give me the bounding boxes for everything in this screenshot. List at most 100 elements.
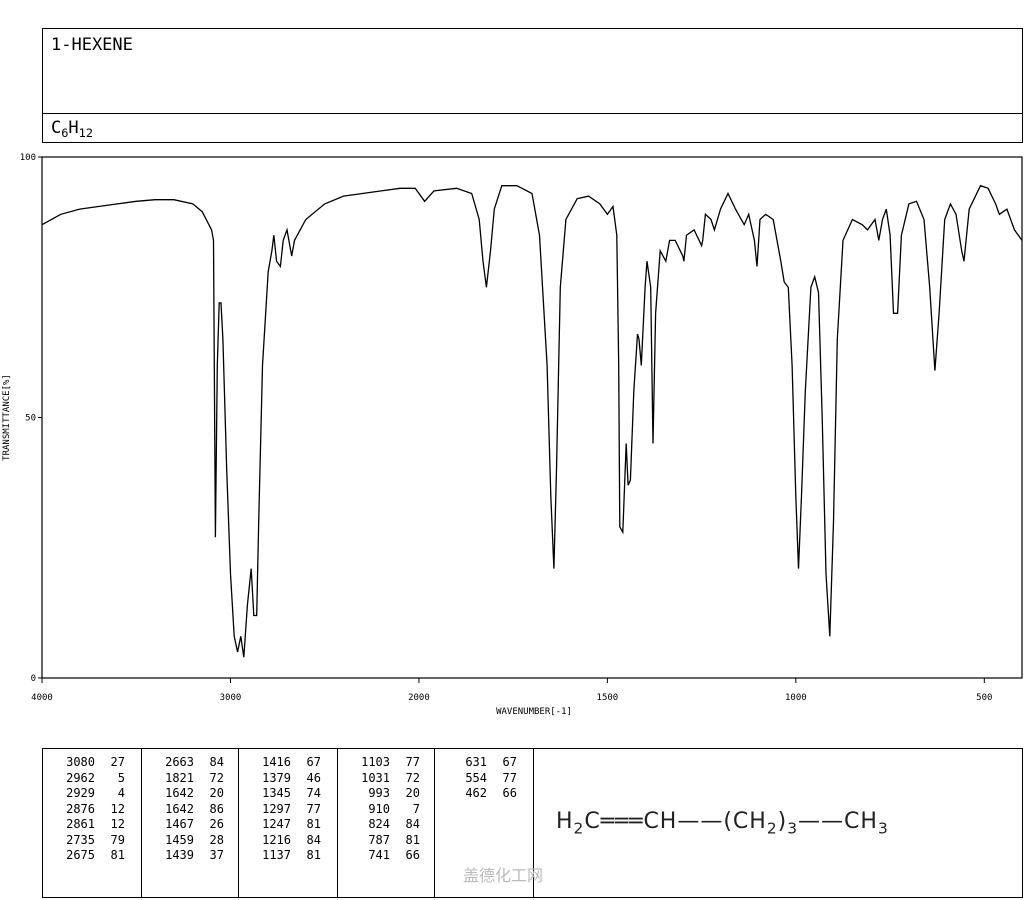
peak-wavenumber: 910 (368, 801, 390, 816)
x-tick-label: 2000 (408, 693, 430, 703)
peak-transmittance: 37 (209, 848, 224, 862)
structure-formula: H2C═══CH——(CH2)3——CH3 (556, 809, 889, 837)
structure-box: H2C═══CH——(CH2)3——CH3 (533, 748, 1023, 898)
peak-wavenumber: 1416 (262, 755, 291, 769)
peak-transmittance: 66 (405, 848, 420, 862)
formula-box: C6H12 (42, 113, 1023, 143)
peak-wavenumber: 2929 (66, 786, 95, 800)
peak-row: 1642 86 (142, 802, 238, 818)
peak-row: 787 81 (338, 833, 434, 849)
peak-transmittance: 77 (502, 770, 517, 785)
peak-wavenumber: 1297 (262, 801, 291, 816)
formula-text: C (51, 118, 62, 138)
spectrum-line (41, 184, 1023, 658)
peak-transmittance: 81 (306, 817, 321, 831)
plot-frame (41, 156, 1023, 679)
chart: 0 50 100 4000 3000 2000 1500 1000 500 WAVENUMBER[… (2, 153, 1023, 717)
peak-row: 910 7 (338, 802, 434, 818)
peak-transmittance: 84 (405, 817, 420, 831)
peak-wavenumber: 824 (368, 817, 390, 831)
peak-transmittance: 77 (405, 755, 420, 769)
x-tick-label: 4000 (31, 693, 53, 703)
peak-wavenumber: 1345 (262, 786, 291, 800)
y-tick-label: 50 (25, 414, 36, 424)
y-axis-label: TRANSMITTANCE[%] (2, 374, 12, 461)
x-tick-label: 3000 (220, 693, 242, 703)
peak-transmittance: 46 (306, 770, 321, 785)
subscript: 12 (78, 126, 93, 141)
subscript: 2 (573, 819, 585, 838)
peak-transmittance: 26 (209, 817, 224, 831)
peak-row: 2861 12 (43, 817, 141, 833)
peak-row: 1379 46 (239, 771, 337, 787)
subscript: 6 (61, 126, 69, 141)
peak-row: 1345 74 (239, 786, 337, 802)
peak-transmittance: 27 (110, 755, 125, 769)
peak-row: 1821 72 (142, 771, 238, 787)
peak-row: 2962 5 (43, 771, 141, 787)
peak-transmittance: 77 (306, 801, 321, 816)
peak-row: 1467 26 (142, 817, 238, 833)
peak-row: 824 84 (338, 817, 434, 833)
watermark: 盖德化工网 (463, 866, 544, 885)
peak-wavenumber: 2663 (165, 755, 194, 769)
peak-row: 1216 84 (239, 833, 337, 849)
peak-wavenumber: 631 (465, 755, 487, 769)
peak-wavenumber: 1379 (262, 770, 291, 785)
peak-wavenumber: 1467 (165, 817, 194, 831)
peak-transmittance: 5 (117, 770, 125, 785)
peak-column: 3080 27 2962 5 2929 4 2876 12 2861 12 2735 79 2675 81 (42, 748, 142, 898)
peak-column: 1103 77 1031 72 993 20 910 7 824 84 787 81 741 66 (337, 748, 435, 898)
peak-transmittance: 67 (306, 755, 321, 769)
formula-text: H (68, 118, 79, 138)
peak-row: 1416 67 (239, 755, 337, 771)
peak-wavenumber: 2876 (66, 801, 95, 816)
peak-transmittance: 74 (306, 786, 321, 800)
peak-row: 1031 72 (338, 771, 434, 787)
peak-row: 1439 37 (142, 848, 238, 864)
x-tick-label: 1500 (597, 693, 619, 703)
peak-transmittance: 67 (502, 755, 517, 769)
peak-transmittance: 4 (117, 786, 125, 800)
peak-wavenumber: 1439 (165, 848, 194, 862)
peak-wavenumber: 993 (368, 786, 390, 800)
peak-row: 741 66 (338, 848, 434, 864)
peak-row: 1247 81 (239, 817, 337, 833)
formula-text: C═══CH——(CH (584, 809, 767, 834)
peak-transmittance: 86 (209, 801, 224, 816)
peak-column: 631 67 554 77 462 66 (434, 748, 534, 898)
peak-row: 2663 84 (142, 755, 238, 771)
peak-transmittance: 66 (502, 786, 517, 800)
peak-wavenumber: 2861 (66, 817, 95, 831)
peak-row: 631 67 (435, 755, 533, 771)
peak-row: 554 77 (435, 771, 533, 787)
peak-wavenumber: 741 (368, 848, 390, 862)
peak-wavenumber: 2962 (66, 770, 95, 785)
peak-wavenumber: 3080 (66, 755, 95, 769)
peak-wavenumber: 554 (465, 770, 487, 785)
peak-row: 993 20 (338, 786, 434, 802)
compound-name: 1-HEXENE (51, 35, 133, 55)
peak-wavenumber: 2675 (66, 848, 95, 862)
peak-row: 3080 27 (43, 755, 141, 771)
y-tick-label: 100 (20, 153, 36, 163)
peak-transmittance: 20 (405, 786, 420, 800)
peak-transmittance: 81 (405, 832, 420, 847)
peak-transmittance: 81 (110, 848, 125, 862)
x-tick-label: 1000 (785, 693, 807, 703)
peak-wavenumber: 1137 (262, 848, 291, 862)
formula-text: ——CH (798, 809, 878, 834)
peak-wavenumber: 787 (368, 832, 390, 847)
peak-row: 2735 79 (43, 833, 141, 849)
peak-row: 1137 81 (239, 848, 337, 864)
peak-wavenumber: 1459 (165, 832, 194, 847)
peak-row: 2929 4 (43, 786, 141, 802)
formula-text: ) (777, 809, 788, 834)
peak-row: 462 66 (435, 786, 533, 802)
formula-text: H (556, 809, 574, 834)
peak-wavenumber: 1103 (361, 755, 390, 769)
peak-row: 1459 28 (142, 833, 238, 849)
peak-transmittance: 84 (209, 755, 224, 769)
peak-row: 1297 77 (239, 802, 337, 818)
